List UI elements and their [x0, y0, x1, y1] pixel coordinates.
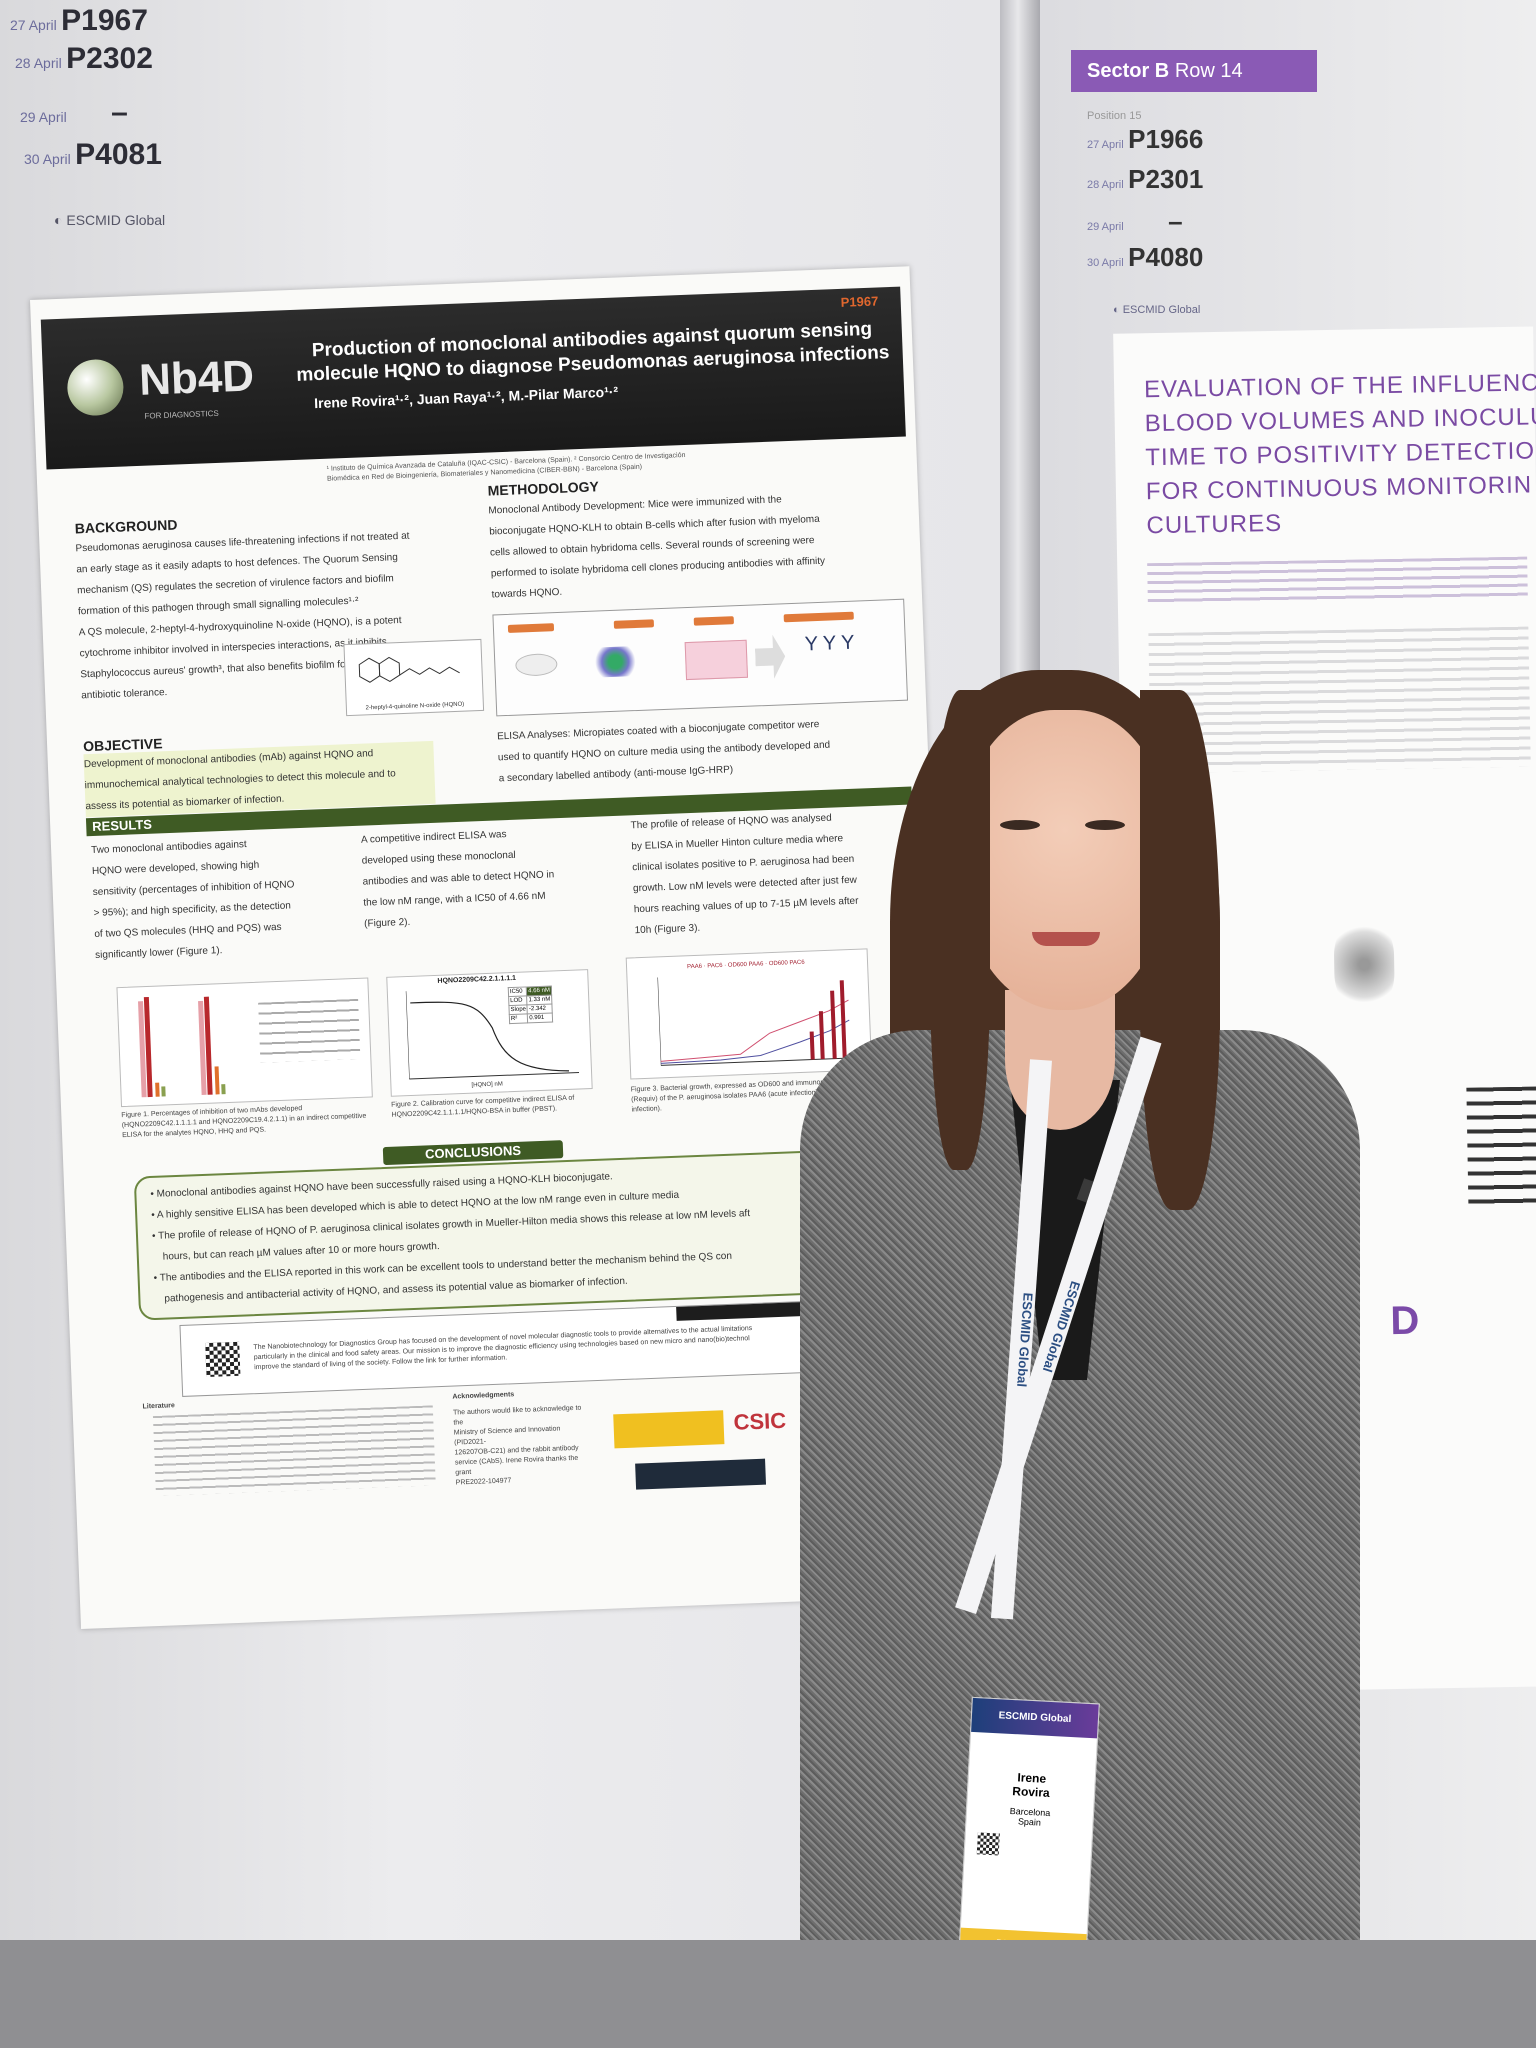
- schedule-code: P2302: [66, 42, 153, 75]
- figure-1-caption: Figure 1. Percentages of inhibition of t…: [121, 1105, 367, 1140]
- poster-title: Production of monoclonal antibodies agai…: [292, 317, 893, 388]
- poster-header: Nb4D FOR DIAGNOSTICS P1967 Production of…: [40, 286, 906, 470]
- schedule-code: P1967: [61, 4, 148, 37]
- floor: [0, 1940, 1536, 2048]
- schedule-date: 27 April: [1087, 139, 1124, 151]
- ack-text: The authors would like to acknowledge to…: [453, 1403, 596, 1488]
- step-tag: [613, 619, 655, 629]
- schedule-date: 30 April: [1087, 257, 1124, 269]
- chart-legend: [258, 998, 361, 1063]
- literature-list: [152, 1405, 436, 1497]
- ack-heading: Acknowledgments: [452, 1391, 515, 1401]
- mouse-icon: [514, 653, 558, 677]
- schedule-date: 29 April: [1087, 221, 1124, 233]
- legend-entry: PAC6: [707, 962, 723, 970]
- sector-label: Sector B: [1087, 60, 1170, 82]
- schedule-date: 27 April: [10, 17, 57, 33]
- objective-text: Development of monoclonal antibodies (mA…: [83, 740, 436, 818]
- logo-text: Nb4D: [138, 351, 255, 405]
- row-label: Row 14: [1174, 60, 1243, 82]
- growth-plot: [657, 977, 861, 1066]
- figure-2-caption: Figure 2. Calibration curve for competit…: [391, 1094, 575, 1119]
- chart-bar: [155, 1082, 160, 1097]
- position-value: 15: [1129, 110, 1142, 122]
- figure-2-xlabel: [HQNO] nM: [471, 1081, 503, 1089]
- sector-badge: Sector B Row 14: [1071, 50, 1317, 92]
- smile: [1032, 932, 1100, 946]
- table-cell: R²: [509, 1013, 528, 1024]
- fit-parameters-table: IC50 4.66 nM LOD 1.33 nM Slope -2.342 R² 0.9…: [507, 985, 554, 1025]
- escmid-logo-label: ◐ ESCMID Global: [1113, 304, 1201, 316]
- chart-bar: [214, 1066, 220, 1095]
- chart-bar: [161, 1086, 166, 1097]
- schedule-date: 30 April: [24, 151, 71, 167]
- antibody-icon: Y Y Y: [804, 631, 855, 656]
- calibration-curve-plot: [405, 991, 580, 1080]
- schedule-code: P4080: [1128, 242, 1204, 272]
- badge-qr-icon: [976, 1832, 1000, 1856]
- neighbour-authors-blur: [1147, 556, 1528, 604]
- neighbour-poster-title: EVALUATION OF THE INFLUENCE BLOOD VOLUME…: [1144, 366, 1536, 543]
- hqno-structure-diagram: 2-heptyl-4-quinoline N-oxide (HQNO): [343, 638, 485, 717]
- structure-caption: 2-heptyl-4-quinoline N-oxide (HQNO): [365, 701, 465, 712]
- result-1-text: Two monoclonal antibodies against HQNO w…: [91, 830, 346, 966]
- figure-1-bar-chart: [116, 977, 373, 1108]
- poster-code: P1967: [840, 293, 879, 310]
- step-tag: [507, 623, 555, 633]
- background-heading: BACKGROUND: [74, 516, 178, 537]
- schedule-code: –: [1168, 206, 1183, 236]
- methodology-text: Monoclonal Antibody Development: Mice we…: [488, 484, 912, 605]
- left-schedule-label: 27 April P1967 28 April P2302 29 April –…: [10, 0, 310, 230]
- methodology-heading: METHODOLOGY: [487, 478, 600, 499]
- chart-bar: [221, 1084, 226, 1095]
- table-cell: 0.991: [527, 1012, 553, 1023]
- name-badge: ESCMID Global Irene Rovira Barcelona Spa…: [958, 1696, 1100, 1966]
- badge-org: ESCMID Global: [971, 1697, 1099, 1739]
- plate-icon: [684, 639, 749, 681]
- position-label: Position: [1087, 110, 1127, 122]
- schedule-code: P2301: [1128, 164, 1204, 194]
- logo-sub: FOR DIAGNOSTICS: [144, 408, 219, 421]
- figure-2-calibration-curve: HQNO2209C42.2.1.1.1.1 IC50 4.66 nM LOD 1.3…: [386, 969, 593, 1097]
- title-line: CULTURES: [1146, 509, 1283, 540]
- legend-entry: PAA6: [686, 963, 703, 971]
- hair-strand-left: [930, 690, 990, 1170]
- schedule-code: –: [111, 96, 128, 129]
- figure-2-title: HQNO2209C42.2.1.1.1.1: [437, 974, 517, 985]
- qr-code-icon: [205, 1341, 241, 1378]
- spain-ministry-logo: [613, 1410, 725, 1449]
- neck: [1005, 990, 1115, 1130]
- result-2-text: A competitive indirect ELISA was develop…: [361, 820, 615, 935]
- title-line: FOR CONTINUOUS MONITORIN: [1145, 471, 1533, 506]
- main-poster: Nb4D FOR DIAGNOSTICS P1967 Production of…: [30, 266, 961, 1630]
- literature-heading: Literature: [142, 1402, 175, 1411]
- schedule-date: 28 April: [1087, 179, 1124, 191]
- hair-strand-right: [1140, 690, 1220, 1210]
- schedule-code: P1966: [1128, 124, 1204, 154]
- right-schedule-label: Sector B Row 14 Position 15 27 April P19…: [1045, 20, 1535, 320]
- cells-icon: [584, 645, 646, 678]
- nb4d-logo-icon: [66, 358, 125, 417]
- poster-authors: Irene Rovira¹·², Juan Raya¹·², M.-Pilar …: [313, 383, 619, 412]
- step-tag: [693, 616, 734, 626]
- sponsor-logos: [635, 1458, 767, 1490]
- schedule-date: 28 April: [15, 55, 62, 71]
- schedule-code: P4081: [75, 138, 162, 171]
- figure-3-combined-chart: PAA6 · PAC6 · OD600 PAA6 · OD600 PAC6: [625, 948, 873, 1080]
- step-tag: [783, 611, 854, 623]
- presenter-person: ESCMID Global ESCMID Global ESCMID Globa…: [780, 660, 1360, 1970]
- csic-logo: CSIC: [733, 1407, 787, 1435]
- org-label: ESCMID Global: [66, 212, 166, 228]
- escmid-logo-label: ◐ ESCMID Global: [54, 212, 166, 228]
- legend-entry: OD600 PAA6: [727, 961, 764, 969]
- neighbour-logo: D: [1390, 1298, 1420, 1344]
- neighbour-bar-chart: [1466, 1086, 1536, 1208]
- org-label: ESCMID Global: [1122, 304, 1201, 316]
- left-eye: [1000, 820, 1040, 830]
- face: [960, 710, 1170, 1010]
- right-eye: [1085, 820, 1125, 830]
- molecule-icon: [358, 656, 460, 683]
- schedule-date: 29 April: [20, 109, 67, 125]
